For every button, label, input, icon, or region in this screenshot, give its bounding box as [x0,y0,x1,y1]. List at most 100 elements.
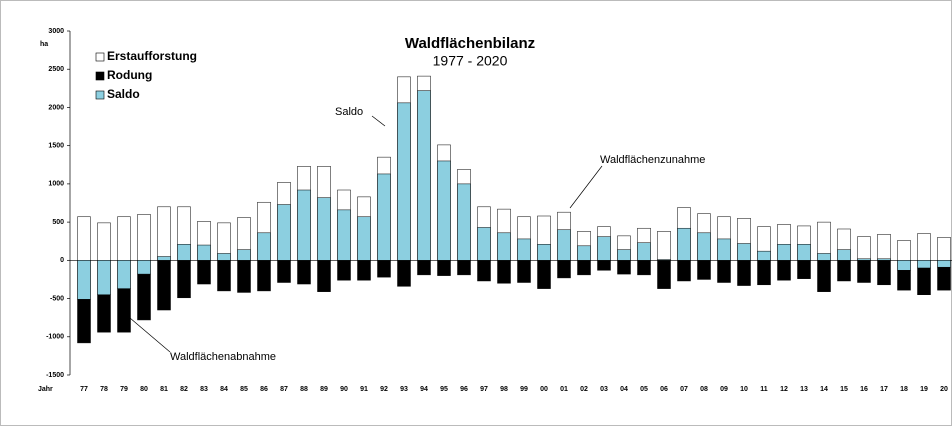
x-tick-label: 84 [220,386,228,393]
legend-label: Saldo [107,87,140,101]
x-tick-label: 81 [160,386,168,393]
bar [857,258,871,261]
bar [217,253,231,261]
x-tick-label: 92 [380,386,388,393]
y-tick-label: -1000 [46,334,64,341]
bar [77,216,91,261]
x-tick-label: 09 [720,386,728,393]
bar [617,249,631,261]
bar [897,240,911,261]
bar [137,260,151,275]
x-tick-label: 96 [460,386,468,393]
x-tick-label: 01 [560,386,568,393]
x-tick-label: 14 [820,386,828,393]
bar [397,102,411,261]
x-tick-label: 16 [860,386,868,393]
x-tick-label: 17 [880,386,888,393]
annotation: Waldflächenzunahme [600,154,705,166]
bar [857,260,871,283]
bar [357,216,371,261]
bar [217,260,231,292]
annotation: Saldo [335,106,363,118]
x-tick-label: 79 [120,386,128,393]
bar [117,216,131,261]
bar [637,242,651,261]
x-tick-label: 10 [740,386,748,393]
bar [797,260,811,279]
bar [437,260,451,276]
bar [277,204,291,261]
x-tick-label: 80 [140,386,148,393]
bar [477,227,491,261]
bar [737,260,751,286]
annotation-line [371,115,386,127]
bar [537,244,551,261]
bar [377,260,391,278]
chart-title: Waldflächenbilanz [405,35,535,52]
bar [437,160,451,261]
x-tick-label: 15 [840,386,848,393]
bar [197,260,211,285]
bar [317,260,331,292]
bar [537,260,551,289]
legend-swatch [95,71,105,81]
bar [477,260,491,282]
bar [137,214,151,261]
bar [717,260,731,283]
y-tick-label: 0 [60,257,64,264]
annotation-line [569,165,603,209]
x-tick-label: 18 [900,386,908,393]
x-tick-label: 00 [540,386,548,393]
x-tick-label: 90 [340,386,348,393]
bar [257,260,271,292]
y-axis-label: ha [40,41,48,48]
legend-label: Rodung [107,68,152,82]
y-tick-label: 2500 [48,66,64,73]
bar [917,260,931,269]
bar [637,260,651,276]
x-tick-label: 98 [500,386,508,393]
annotation: Waldflächenabnahme [170,351,276,363]
bar [577,260,591,276]
bar [617,260,631,275]
bar [497,260,511,284]
x-tick-label: 13 [800,386,808,393]
x-tick-label: 08 [700,386,708,393]
bar [697,260,711,280]
bar [797,244,811,261]
bar [117,260,131,289]
bar [657,260,671,289]
x-tick-label: 82 [180,386,188,393]
bar [197,244,211,261]
x-tick-label: 78 [100,386,108,393]
x-tick-label: 77 [80,386,88,393]
bar [837,249,851,261]
bar [457,183,471,261]
x-tick-label: 88 [300,386,308,393]
x-tick-label: 99 [520,386,528,393]
y-tick-label: 3000 [48,28,64,35]
bar [877,260,891,286]
x-tick-label: 89 [320,386,328,393]
y-tick-label: -500 [50,295,64,302]
bar [237,260,251,293]
bar [577,245,591,261]
bar [297,189,311,261]
bar [417,260,431,276]
legend-swatch [95,52,105,62]
bar [237,249,251,261]
bar [257,232,271,261]
bar [917,233,931,261]
bar [557,229,571,261]
bar [157,256,171,261]
x-tick-label: 93 [400,386,408,393]
bar [817,253,831,261]
y-tick-label: -1500 [46,372,64,379]
bar [657,231,671,261]
x-tick-label: 02 [580,386,588,393]
bar [677,260,691,282]
x-tick-label: 83 [200,386,208,393]
bar [77,260,91,300]
bar [297,260,311,285]
bar [97,222,111,261]
